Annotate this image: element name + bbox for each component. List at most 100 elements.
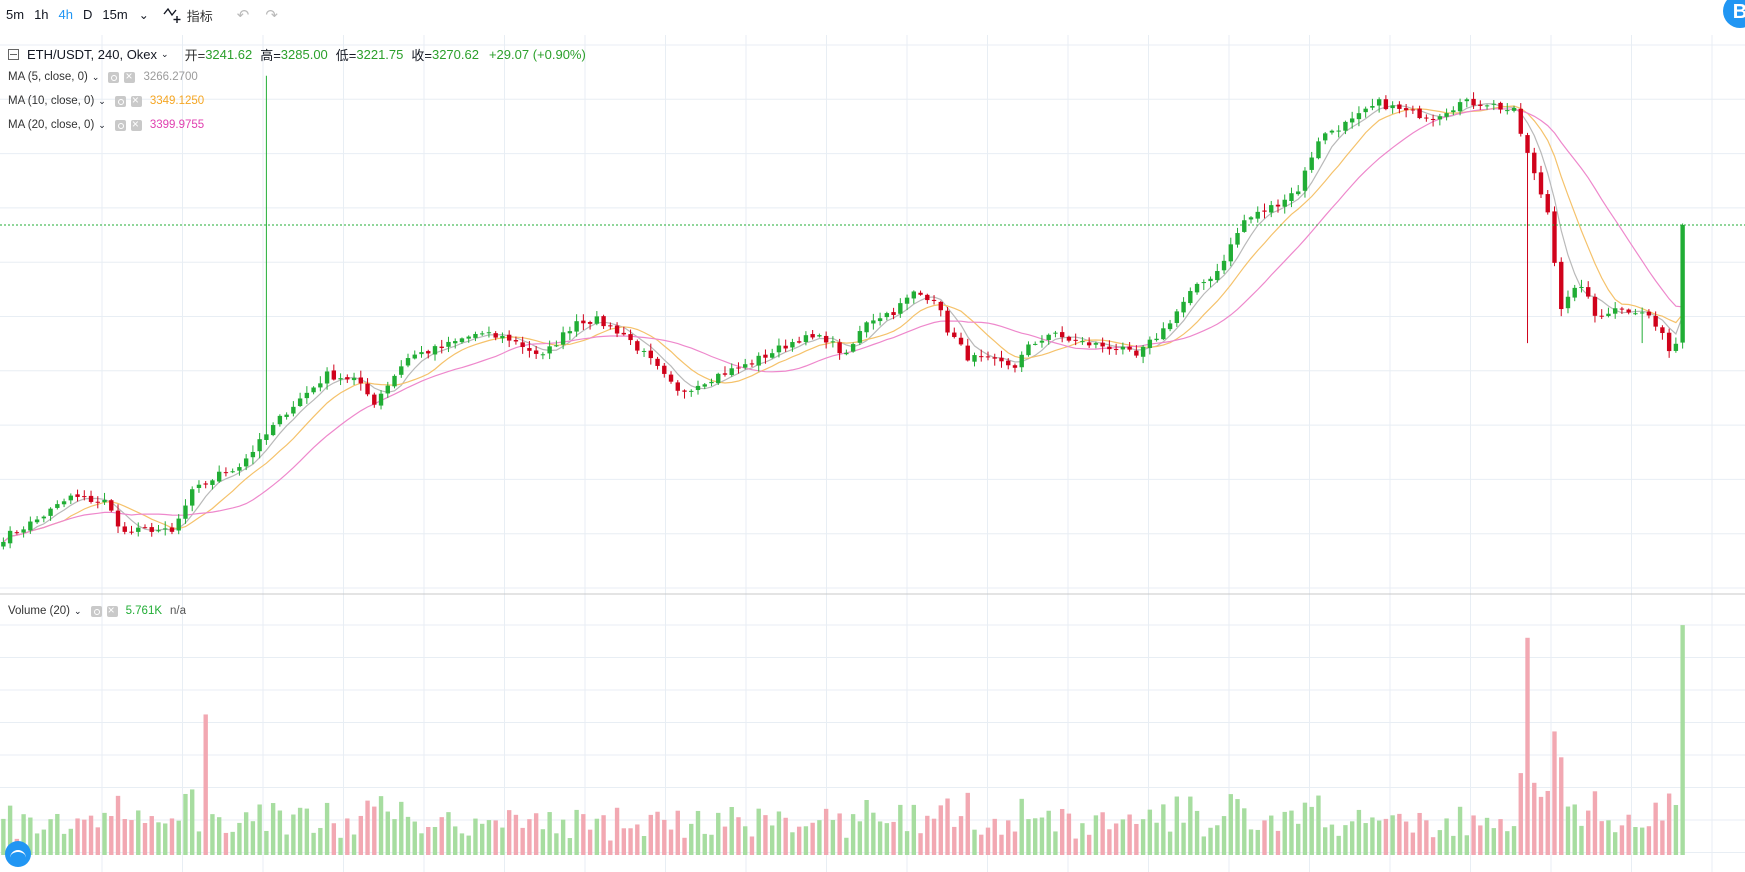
volume-bar	[1451, 835, 1456, 855]
volume-bar	[1080, 823, 1085, 855]
volume-label[interactable]: Volume (20)	[8, 605, 71, 617]
ma20-value: 3399.9755	[149, 119, 205, 131]
candle-body	[210, 480, 215, 485]
volume-bar	[520, 827, 525, 855]
candle-body	[351, 377, 357, 381]
volume-bar	[1059, 808, 1065, 855]
ma5-label[interactable]: MA (5, close, 0)	[8, 71, 88, 83]
candle-body	[277, 415, 283, 425]
volume-remove-icon[interactable]	[106, 603, 118, 617]
candle-body	[621, 332, 627, 335]
volume-bar	[102, 812, 107, 855]
interval-5m-button[interactable]: 5m	[6, 7, 25, 22]
ma5-visibility-icon[interactable]	[108, 71, 120, 83]
volume-bar	[1174, 796, 1180, 855]
volume-bar	[1147, 809, 1153, 855]
volume-bar	[1201, 836, 1206, 855]
candle-body	[1242, 220, 1247, 232]
interval-4h-button[interactable]: 4h	[58, 7, 73, 22]
candle-body	[466, 336, 471, 339]
volume-bar	[1039, 817, 1045, 855]
volume-bar	[1552, 731, 1557, 855]
volume-bar	[88, 815, 94, 855]
candle-body	[331, 370, 337, 380]
candle-body	[1127, 346, 1132, 350]
ma10-label[interactable]: MA (10, close, 0)	[8, 95, 95, 107]
volume-bar	[1397, 813, 1402, 855]
candle-body	[426, 351, 431, 354]
volume-visibility-icon[interactable]	[90, 605, 102, 617]
open-value: 3241.62	[205, 47, 253, 62]
volume-chevron-icon[interactable]: ⌄	[74, 605, 82, 616]
volume-bar	[1235, 799, 1240, 855]
volume-bar	[243, 812, 249, 855]
ma20-label[interactable]: MA (20, close, 0)	[8, 119, 95, 131]
chart-logo-button[interactable]	[5, 841, 31, 867]
interval-15m-button[interactable]: 15m	[102, 7, 128, 22]
candle-body	[985, 356, 991, 358]
interval-1h-button[interactable]: 1h	[34, 7, 49, 22]
volume-bar	[1464, 835, 1470, 855]
ma5-remove-icon[interactable]	[124, 69, 136, 83]
candle-body	[149, 527, 154, 532]
ma20-remove-icon[interactable]	[130, 117, 142, 131]
volume-bar	[1033, 818, 1038, 855]
candle-body	[1, 541, 6, 547]
volume-bar	[554, 833, 559, 855]
candle-body	[837, 342, 842, 354]
redo-icon[interactable]: ↷	[265, 7, 278, 24]
volume-bar	[82, 819, 87, 855]
volume-bar	[1370, 817, 1375, 855]
collapse-legend-icon[interactable]	[8, 49, 19, 60]
volume-bar	[965, 792, 970, 855]
candle-body	[1323, 133, 1328, 141]
volume-bar	[109, 816, 114, 855]
volume-bar	[864, 800, 869, 855]
interval-d-button[interactable]: D	[83, 7, 93, 22]
candle-body	[358, 377, 363, 384]
candle-body	[264, 434, 269, 440]
interval-dropdown-chevron-icon[interactable]: ⌄	[138, 8, 149, 22]
candle-body	[1451, 110, 1456, 113]
volume-bar	[61, 833, 67, 855]
volume-bar	[769, 825, 775, 855]
ma10-chevron-icon[interactable]: ⌄	[98, 95, 106, 106]
candle-body	[163, 528, 168, 530]
ma10-remove-icon[interactable]	[130, 93, 142, 107]
volume-bar	[662, 819, 667, 855]
candle-body	[102, 499, 107, 503]
volume-bar	[1053, 831, 1058, 855]
volume-bar	[817, 820, 822, 855]
volume-bar	[1376, 820, 1382, 855]
volume-bar	[1120, 819, 1126, 855]
volume-bar	[1417, 812, 1422, 855]
ma10-visibility-icon[interactable]	[114, 95, 126, 107]
ma20-visibility-icon[interactable]	[114, 119, 126, 131]
ma20-chevron-icon[interactable]: ⌄	[98, 119, 106, 130]
volume-bar	[1673, 804, 1679, 855]
volume-bar	[270, 803, 276, 855]
indicators-button[interactable]: 指标	[163, 6, 213, 25]
volume-bar	[1491, 828, 1496, 855]
volume-bar	[68, 828, 74, 855]
volume-bar	[1215, 825, 1220, 855]
candle-body	[1397, 104, 1402, 109]
candle-body	[1646, 311, 1652, 316]
candle-body	[1059, 332, 1065, 338]
undo-icon[interactable]: ↶	[236, 7, 250, 24]
candle-body	[1302, 170, 1308, 191]
symbol-chevron-icon[interactable]: ⌄	[161, 49, 169, 59]
volume-bar	[493, 820, 498, 855]
ma5-chevron-icon[interactable]: ⌄	[91, 71, 100, 82]
volume-bar	[156, 822, 161, 855]
volume-bar	[884, 823, 890, 855]
symbol-label[interactable]: ETH/USDT, 240, Okex	[27, 47, 158, 62]
candle-body	[169, 527, 175, 532]
volume-bar	[1140, 819, 1146, 855]
volume-bar	[1626, 814, 1631, 855]
candle-body	[648, 350, 653, 359]
volume-bar	[453, 826, 458, 855]
volume-bar	[459, 833, 465, 855]
candle-body	[533, 350, 539, 354]
